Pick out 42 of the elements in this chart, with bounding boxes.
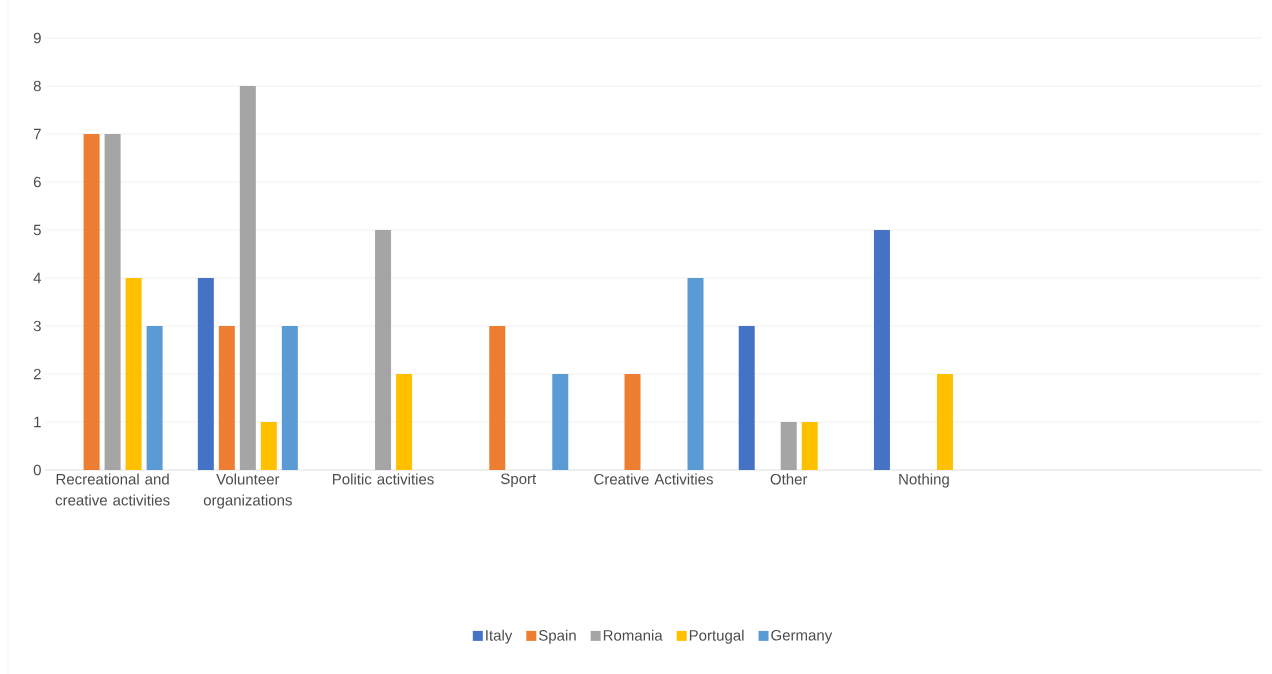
legend-label: Italy [486,629,513,644]
legend-label: Germany [771,629,833,644]
x-tick-label: Nothing [899,473,949,488]
x-tick-label: Volunteer organizations [203,473,292,509]
bar [687,278,704,470]
x-tick-label: Sport [501,473,537,488]
x-tick-label: Other [770,473,808,485]
bar [489,326,506,470]
y-tick-label: 0 [33,464,41,476]
legend-label: Spain [538,629,576,644]
bar [218,326,235,470]
bar [197,278,214,470]
y-tick-label: 9 [33,32,41,44]
bar [281,326,298,470]
legend-label: Romania [603,629,663,641]
y-tick-label: 7 [33,128,41,140]
bar [125,278,142,470]
bar [396,374,413,470]
legend-label: Portugal [689,629,744,644]
x-tick-label: Politic activities [333,473,434,485]
y-tick-label: 3 [33,320,41,332]
x-tick-label: Recreational and creative activities [55,473,170,506]
bar [873,230,890,470]
bar [936,374,953,470]
bar [83,134,100,470]
y-tick-label: 8 [33,80,41,92]
bar [104,134,121,470]
bar [780,422,797,470]
bar [260,422,277,470]
bar [624,374,641,470]
bar [738,326,755,470]
y-tick-label: 6 [33,176,41,188]
bar [552,374,569,470]
bar [239,86,256,470]
y-tick-label: 5 [33,224,41,236]
bar [146,326,163,470]
y-tick-label: 4 [33,272,42,284]
y-tick-label: 2 [33,368,41,380]
bar [801,422,818,470]
bar [375,230,392,470]
x-tick-label: Creative Activities [594,473,713,485]
y-tick-label: 1 [34,416,41,428]
